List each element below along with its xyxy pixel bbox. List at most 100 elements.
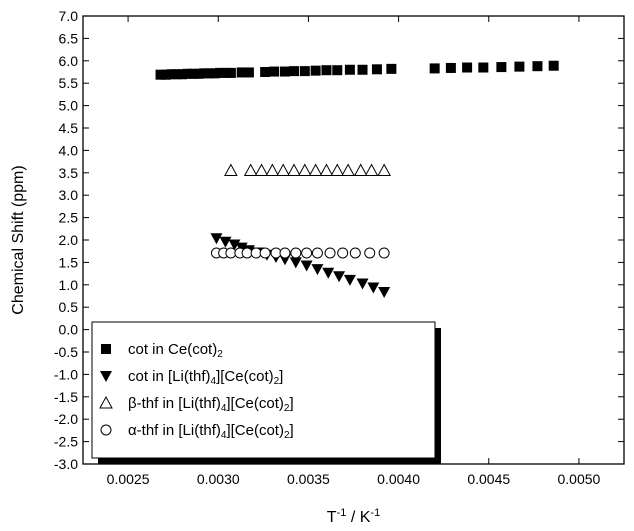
alpha-thf-point: [270, 247, 282, 259]
x-axis-title-superscript: -: [337, 507, 341, 519]
ce-cot-point: [514, 61, 525, 72]
legend-text-part: α-thf in [Li(thf): [128, 422, 221, 439]
legend-text-part: cot in Ce(cot): [128, 341, 217, 358]
x-tick-label: 0.0045: [467, 471, 510, 487]
alpha-thf-point: [311, 247, 323, 259]
legend-marker: [100, 424, 112, 436]
ce-cot-point: [462, 62, 473, 73]
ce-cot-point: [429, 63, 440, 74]
y-axis-title: Chemical Shift (ppm): [10, 165, 27, 314]
y-tick-label: 2.0: [59, 232, 79, 248]
beta-thf-point: [265, 163, 280, 177]
alpha-thf-point: [290, 247, 302, 259]
ce-cot-point: [496, 62, 507, 73]
beta-thf-point: [319, 163, 334, 177]
ce-cot-point: [269, 66, 280, 77]
x-tick-label: 0.0025: [107, 471, 150, 487]
legend-item-ce-cot: cot in Ce(cot)2: [128, 341, 223, 360]
x-axis-ticks: 0.0025 0.0030 0.0035 0.0040 0.0045 0.0050: [107, 16, 601, 487]
ce-cot-point: [220, 67, 231, 78]
beta-thf-point: [353, 163, 368, 177]
li-cot-point: [219, 236, 232, 248]
ce-cot-point: [386, 63, 397, 74]
x-axis-title-part: / K: [346, 509, 370, 526]
series-ce-cot: [155, 60, 559, 80]
beta-thf-point: [308, 163, 323, 177]
ce-cot-point: [279, 66, 290, 77]
beta-thf-point: [287, 163, 301, 177]
y-tick-label: 3.5: [59, 165, 79, 181]
alpha-thf-point: [250, 247, 262, 259]
ce-cot-point: [371, 64, 382, 75]
li-cot-point: [322, 267, 335, 279]
ce-cot-point: [321, 65, 332, 76]
ce-cot-point: [243, 67, 254, 78]
ce-cot-point: [171, 69, 182, 80]
series-beta-thf: [224, 163, 391, 177]
ce-cot-point: [357, 64, 368, 75]
beta-thf-point: [254, 163, 269, 177]
y-tick-label: -0.5: [54, 344, 78, 360]
alpha-thf-point: [259, 247, 271, 259]
li-cot-point: [289, 257, 302, 269]
ce-cot-point: [193, 68, 204, 79]
alpha-thf-point: [364, 247, 376, 259]
y-tick-label: -1.5: [54, 389, 78, 405]
legend-subscript: 2: [284, 430, 290, 441]
y-tick-label: 5.0: [59, 98, 79, 114]
li-cot-point: [210, 233, 223, 245]
ce-cot-point: [166, 69, 177, 80]
x-tick-label: 0.0030: [197, 471, 240, 487]
ce-cot-point: [445, 62, 456, 73]
li-cot-point: [311, 264, 324, 276]
x-tick-label: 0.0035: [287, 471, 330, 487]
ce-cot-point: [332, 65, 343, 76]
alpha-thf-point: [378, 247, 390, 259]
series-alpha-thf: [210, 247, 390, 259]
y-tick-label: 1.0: [59, 277, 79, 293]
legend-text-part: ]: [289, 395, 293, 412]
li-cot-point: [333, 271, 346, 283]
ce-cot-point: [177, 69, 188, 80]
legend-item-li-cot: cot in [Li(thf)4][Ce(cot)2]: [128, 368, 283, 387]
li-cot-point: [378, 286, 391, 298]
alpha-thf-point: [241, 247, 253, 259]
legend-text-part: ]: [279, 368, 283, 385]
y-tick-label: -1.0: [54, 366, 78, 382]
y-axis-ticks: -3.0 -2.5 -2.0 -1.5 -1.0 -0.5 0.0 0.5 1.0 1.5 2.0 2…: [54, 8, 624, 472]
y-tick-label: 5.5: [59, 75, 79, 91]
ce-cot-point: [532, 61, 543, 72]
legend-subscript: 2: [274, 376, 280, 387]
ce-cot-point: [236, 67, 247, 78]
legend-subscript: 2: [284, 403, 290, 414]
beta-thf-point: [377, 163, 391, 177]
ce-cot-point: [204, 68, 215, 79]
legend-text-part: ][Ce(cot): [216, 368, 274, 385]
ce-cot-point: [188, 68, 199, 79]
li-cot-point: [300, 260, 313, 272]
ce-cot-point: [198, 68, 209, 79]
x-tick-label: 0.0040: [377, 471, 420, 487]
x-axis-title: T-1 / K-1: [327, 507, 380, 526]
legend-marker: [101, 344, 111, 354]
ce-cot-point: [344, 64, 355, 75]
ce-cot-point: [260, 67, 271, 77]
ce-cot-point: [288, 66, 299, 77]
legend-subscript: 4: [221, 430, 227, 441]
li-cot-point: [228, 239, 241, 251]
x-tick-label: 0.0050: [558, 471, 601, 487]
y-tick-label: 4.0: [59, 142, 79, 158]
li-cot-point: [343, 274, 356, 286]
beta-thf-point: [364, 163, 379, 177]
legend-text-part: ][Ce(cot): [226, 422, 284, 439]
beta-thf-point: [330, 163, 345, 177]
ce-cot-point: [299, 66, 310, 77]
ce-cot-point: [209, 68, 220, 79]
legend-text-part: ][Ce(cot): [226, 395, 284, 412]
y-tick-label: 6.5: [59, 30, 79, 46]
y-tick-label: -2.5: [54, 434, 78, 450]
beta-thf-point: [243, 163, 258, 177]
alpha-thf-point: [279, 247, 291, 259]
